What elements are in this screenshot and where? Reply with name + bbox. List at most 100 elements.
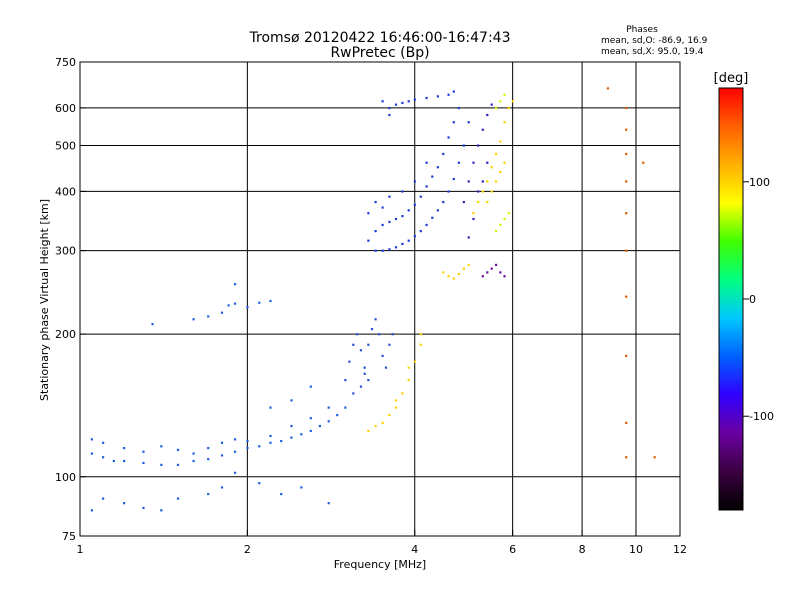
data-point: [102, 456, 105, 459]
data-point: [507, 212, 510, 215]
data-point: [192, 318, 195, 321]
data-point: [300, 486, 303, 489]
data-point: [472, 212, 475, 215]
stats-line-o: mean, sd,O: -86.9, 16.9: [601, 36, 708, 46]
data-point: [327, 502, 330, 505]
data-point: [477, 190, 480, 193]
data-point: [381, 421, 384, 424]
data-point: [90, 509, 93, 512]
data-point: [490, 190, 493, 193]
data-point: [269, 434, 272, 438]
data-point: [494, 152, 498, 156]
data-point: [394, 406, 398, 409]
data-point: [246, 447, 249, 450]
data-point: [160, 509, 163, 512]
data-point: [442, 152, 445, 156]
data-point: [447, 275, 450, 278]
data-point: [327, 420, 330, 423]
data-point: [457, 161, 460, 164]
data-point: [327, 406, 330, 409]
data-point: [625, 212, 628, 215]
data-point: [413, 203, 416, 206]
data-point: [486, 180, 489, 183]
x-tick-label: 12: [673, 543, 687, 556]
data-point: [142, 506, 145, 510]
data-point: [407, 239, 410, 242]
data-point: [233, 283, 237, 286]
data-point: [481, 128, 484, 131]
data-point: [413, 180, 416, 183]
data-point: [394, 103, 398, 106]
data-point: [477, 200, 480, 204]
data-point: [447, 190, 450, 193]
data-point: [367, 343, 370, 346]
x-tick-label: 1: [77, 543, 84, 556]
data-point: [419, 195, 422, 198]
data-point: [413, 360, 416, 363]
data-point: [309, 429, 312, 433]
data-point: [176, 497, 180, 500]
data-point: [472, 161, 475, 164]
data-point: [359, 385, 363, 388]
data-point: [490, 166, 493, 169]
data-point: [300, 433, 303, 436]
data-point: [280, 492, 283, 496]
data-point: [123, 447, 126, 450]
data-point: [367, 239, 370, 242]
data-point: [309, 417, 312, 420]
y-axis-ticks: 75 100 200 300 400 500 600 750: [55, 56, 86, 543]
data-point: [258, 482, 261, 485]
data-point: [176, 448, 180, 452]
data-point: [388, 106, 391, 110]
data-point: [207, 447, 210, 450]
data-point: [481, 190, 484, 193]
data-point: [142, 450, 145, 453]
data-point: [90, 438, 93, 441]
colorbar: [deg] 100 0 -100: [714, 71, 774, 511]
data-point: [318, 424, 322, 428]
data-point: [442, 200, 445, 204]
data-point: [503, 217, 506, 221]
data-point: [112, 459, 115, 463]
data-point: [452, 277, 455, 280]
data-point: [233, 302, 237, 305]
data-point: [462, 200, 465, 204]
data-point: [401, 190, 404, 193]
data-point: [447, 136, 450, 139]
data-point: [401, 242, 404, 246]
data-point: [220, 441, 224, 444]
data-point: [290, 399, 293, 402]
data-point: [384, 366, 388, 369]
y-tick-label: 600: [55, 102, 76, 115]
y-axis-label: Stationary phase Virtual Height [km]: [38, 199, 51, 401]
data-point: [486, 113, 489, 117]
data-point: [452, 177, 455, 181]
data-point: [381, 223, 384, 227]
data-point: [391, 333, 394, 336]
y-tick-label: 500: [55, 139, 76, 152]
chart-title: Tromsø 20120422 16:46:00-16:47:43: [249, 30, 511, 46]
data-point: [381, 206, 384, 209]
data-point: [176, 463, 180, 466]
data-point: [356, 333, 359, 336]
data-point: [344, 379, 347, 382]
y-tick-label: 400: [55, 185, 76, 198]
data-point: [258, 445, 261, 448]
data-point: [160, 445, 163, 448]
data-point: [359, 349, 363, 352]
data-point: [123, 502, 126, 505]
data-point: [220, 454, 224, 457]
data-point: [374, 200, 377, 204]
data-point: [407, 379, 410, 382]
data-point: [481, 180, 484, 183]
data-point: [452, 90, 455, 93]
y-tick-label: 300: [55, 245, 76, 258]
data-point: [401, 101, 404, 105]
data-point: [367, 429, 370, 433]
data-point: [348, 360, 351, 363]
data-point: [511, 100, 514, 103]
data-point: [419, 333, 422, 336]
data-point: [374, 230, 377, 233]
x-axis-label: Frequency [MHz]: [334, 558, 426, 571]
data-point: [160, 463, 163, 466]
